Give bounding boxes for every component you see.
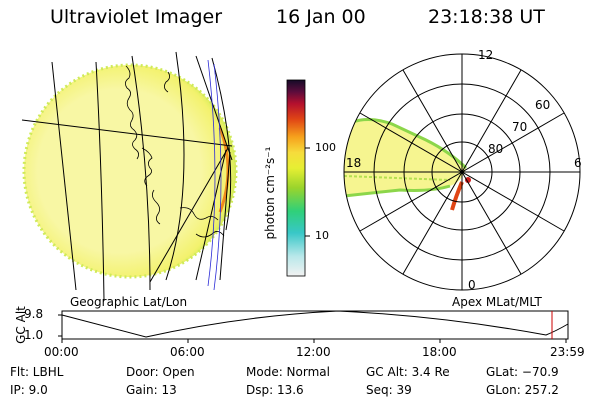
gc-alt-info: GC Alt: 3.4 Re: [366, 365, 450, 379]
geographic-caption: Geographic Lat/Lon: [70, 295, 188, 309]
terminator-lines: [207, 59, 222, 291]
dsp-info: Dsp: 13.6: [246, 383, 304, 397]
gain-info: Gain: 13: [126, 383, 177, 397]
time-tick-0600: 06:00: [170, 345, 205, 359]
aurora-spot: [465, 177, 471, 183]
mode-info: Mode: Normal: [246, 365, 330, 379]
coastline-outline: [125, 65, 225, 238]
time-tick-0000: 00:00: [44, 345, 79, 359]
polar-grid: [343, 53, 581, 291]
alt-tick-9-8: 9.8: [24, 307, 44, 321]
time-tick-1200: 12:00: [296, 345, 331, 359]
mlat-label-60: 60: [535, 98, 551, 112]
door-info: Door: Open: [126, 365, 195, 379]
altitude-curve: [61, 310, 569, 338]
geographic-image: [21, 51, 238, 301]
colorbar-tick-100: 100: [315, 141, 336, 154]
time-ticks: [61, 339, 567, 343]
alt-tick-1-0: 1.0: [24, 328, 44, 342]
mlt-label-18: 18: [346, 156, 362, 170]
mlt-label-6: 6: [574, 156, 582, 170]
lat-lon-grid: [21, 51, 233, 301]
colorbar-tick-10: 10: [315, 229, 329, 242]
glon-info: GLon: 257.2: [486, 383, 559, 397]
mlat-label-80: 80: [488, 142, 504, 156]
glat-info: GLat: −70.9: [486, 365, 559, 379]
polar-plot: [343, 53, 581, 291]
seq-info: Seq: 39: [366, 383, 412, 397]
mlt-label-0: 0: [468, 278, 476, 292]
altitude-strip: [58, 310, 569, 343]
colorbar-scale: [286, 79, 306, 277]
colorbar-unit-label: photon cm⁻²s⁻¹: [263, 146, 277, 240]
apex-caption: Apex MLat/MLT: [452, 295, 542, 309]
time-label: 23:18:38 UT: [428, 6, 545, 28]
date-label: 16 Jan 00: [276, 6, 366, 28]
time-tick-2359: 23:59: [550, 345, 585, 359]
filter-info: Flt: LBHL: [10, 365, 64, 379]
mlat-label-70: 70: [512, 120, 528, 134]
time-tick-1800: 18:00: [422, 345, 457, 359]
colorbar: [286, 79, 310, 277]
ip-info: IP: 9.0: [10, 383, 48, 397]
instrument-title: Ultraviolet Imager: [50, 6, 223, 28]
mlt-label-12: 12: [478, 48, 494, 62]
